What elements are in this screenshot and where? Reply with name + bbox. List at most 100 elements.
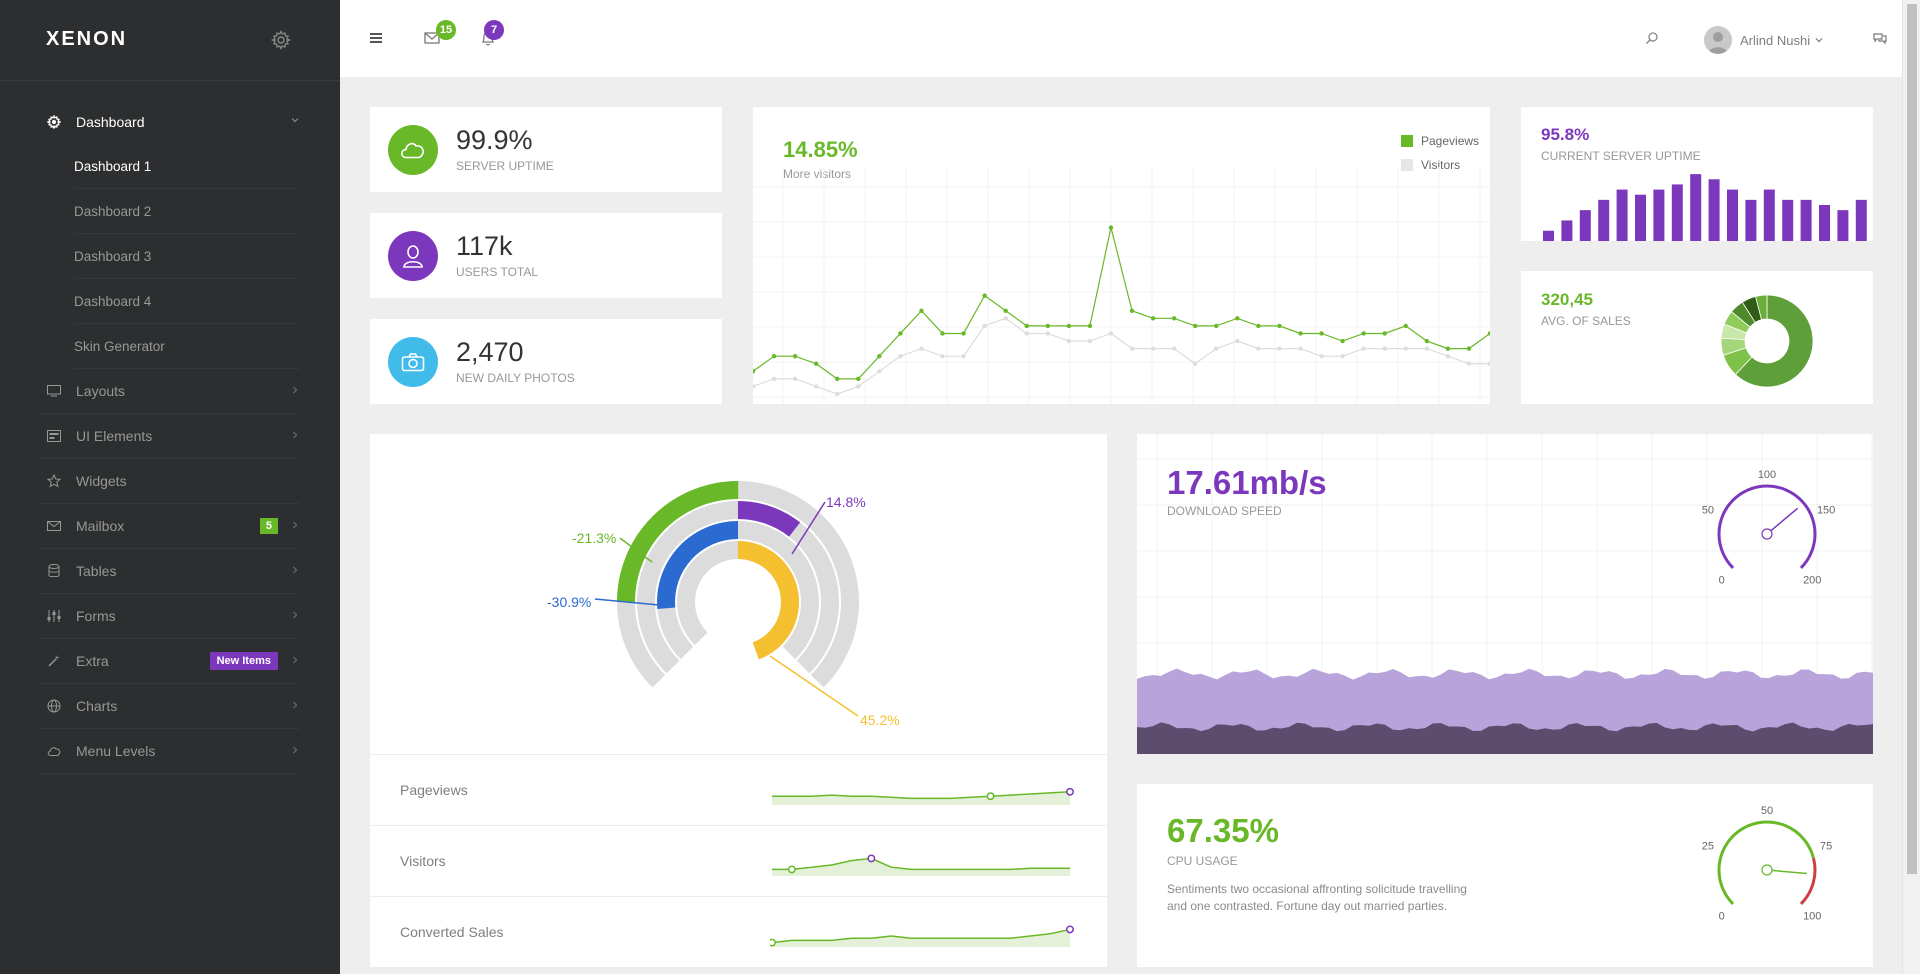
chat-icon[interactable]	[1868, 26, 1892, 50]
data-point	[1466, 346, 1472, 351]
uptime-bar	[1727, 189, 1738, 241]
sidebar-item-layouts[interactable]: Layouts	[40, 369, 300, 414]
data-point	[856, 376, 861, 382]
sidebar-item-mailbox[interactable]: Mailbox 5	[40, 504, 300, 549]
sidebar-subitem-dashboard-2[interactable]: Dashboard 2	[74, 189, 300, 234]
sparkline-chart	[772, 854, 1070, 876]
upload-area	[1137, 722, 1873, 754]
data-point	[1045, 331, 1050, 336]
user-menu[interactable]: Arlind Nushi	[1704, 26, 1824, 54]
hamburger-menu-icon[interactable]	[364, 26, 388, 50]
data-point	[1298, 331, 1303, 336]
data-point	[771, 353, 777, 359]
gauge-arc	[1717, 484, 1817, 569]
data-point	[1235, 338, 1240, 344]
sidebar-item-label: Mailbox	[76, 518, 125, 534]
mail-icon	[45, 517, 63, 535]
data-point	[835, 376, 840, 382]
gauge-needle	[1766, 869, 1807, 875]
sidebar-item-dashboard[interactable]: Dashboard	[40, 99, 300, 144]
uptime-bar	[1635, 194, 1646, 241]
data-point	[1403, 346, 1408, 351]
gauge-tick-label: 75	[1820, 841, 1832, 853]
chevron-right-icon	[293, 746, 298, 754]
sales-donut-chart	[1720, 294, 1814, 388]
sparkline-row: Visitors	[370, 825, 1107, 896]
gauge-tick-label: 50	[1702, 505, 1714, 517]
cpu-usage-gauge: 0 25 50 75 100	[1702, 805, 1833, 922]
data-point	[1424, 338, 1430, 344]
sparkline-marker	[867, 854, 876, 863]
data-point	[1382, 346, 1387, 351]
data-point	[940, 331, 945, 336]
sidebar-item-charts[interactable]: Charts	[40, 684, 300, 729]
search-icon[interactable]	[1640, 26, 1664, 50]
uptime-bar	[1837, 210, 1849, 241]
wand-icon	[45, 652, 63, 670]
radial-label: -21.3%	[572, 530, 616, 546]
legend-item-pageviews[interactable]: Pageviews	[1401, 129, 1479, 153]
sparkline-label: Pageviews	[400, 782, 468, 798]
uptime-bar	[1800, 199, 1812, 241]
chevron-right-icon	[293, 521, 298, 529]
app-logo[interactable]: XENON	[46, 28, 128, 50]
series-line-pageviews	[753, 227, 1490, 380]
data-point	[1003, 308, 1008, 313]
sidebar-item-ui-elements[interactable]: UI Elements	[40, 414, 300, 459]
counter-value: 117k	[456, 231, 513, 261]
sidebar-subitem-dashboard-4[interactable]: Dashboard 4	[74, 279, 300, 324]
page-scrollbar[interactable]	[1902, 0, 1920, 974]
data-point	[1108, 225, 1114, 230]
data-point	[1340, 338, 1345, 344]
gear-icon	[45, 113, 63, 131]
counter-value: 99.9%	[456, 125, 533, 155]
radial-connector	[769, 655, 859, 717]
data-point	[1129, 308, 1135, 313]
sidebar-item-tables[interactable]: Tables	[40, 549, 300, 594]
data-point	[1340, 353, 1345, 359]
sidebar-subitem-dashboard-1[interactable]: Dashboard 1	[74, 144, 300, 189]
data-point	[1108, 331, 1114, 336]
data-point	[877, 353, 882, 359]
user-name: Arlind Nushi	[1740, 32, 1811, 48]
download-speed-value: 17.61mb/s	[1167, 464, 1327, 501]
data-point	[1087, 323, 1093, 329]
sidebar-item-widgets[interactable]: Widgets	[40, 459, 300, 504]
data-point	[792, 353, 798, 359]
monitor-icon	[45, 382, 63, 400]
data-point	[1361, 331, 1366, 336]
legend-item-visitors[interactable]: Visitors	[1401, 153, 1479, 177]
sidebar-subitem-skin-generator[interactable]: Skin Generator	[74, 324, 300, 369]
sidebar-item-forms[interactable]: Forms	[40, 594, 300, 639]
gauge-hub	[1761, 864, 1773, 876]
visitors-stat-caption: More visitors	[783, 167, 852, 181]
data-point	[961, 353, 966, 359]
daily-photos-counter: 2,470 NEW DAILY PHOTOS	[370, 319, 722, 404]
data-point	[1087, 338, 1093, 344]
sidebar-item-menu-levels[interactable]: Menu Levels	[40, 729, 300, 774]
data-point	[753, 369, 756, 374]
radial-label: -30.9%	[547, 594, 591, 610]
sidebar-subitem-dashboard-3[interactable]: Dashboard 3	[74, 234, 300, 279]
data-point	[1045, 323, 1050, 329]
data-point	[1487, 361, 1490, 366]
data-point	[813, 384, 819, 389]
gauge-tick-label: 200	[1803, 574, 1821, 586]
data-point	[898, 353, 903, 359]
data-point	[919, 346, 924, 351]
settings-gear-icon[interactable]	[271, 30, 291, 50]
sparkline-area	[772, 791, 1070, 805]
gauge-tick-label: 100	[1803, 910, 1821, 922]
scrollbar-thumb[interactable]	[1907, 4, 1917, 874]
counter-label: NEW DAILY PHOTOS	[456, 371, 575, 385]
sidebar-item-extra[interactable]: Extra New Items	[40, 639, 300, 684]
data-point	[771, 376, 777, 382]
counter-label: USERS TOTAL	[456, 265, 539, 279]
chevron-down-icon	[1815, 38, 1823, 43]
radial-label: 14.8%	[826, 494, 866, 510]
sparkline-label: Converted Sales	[400, 924, 504, 940]
counter-label: SERVER UPTIME	[456, 159, 554, 173]
visitors-stat-value: 14.85%	[783, 137, 858, 162]
sidebar-item-label: Forms	[76, 608, 116, 624]
sidebar-item-label: Dashboard	[76, 113, 145, 130]
